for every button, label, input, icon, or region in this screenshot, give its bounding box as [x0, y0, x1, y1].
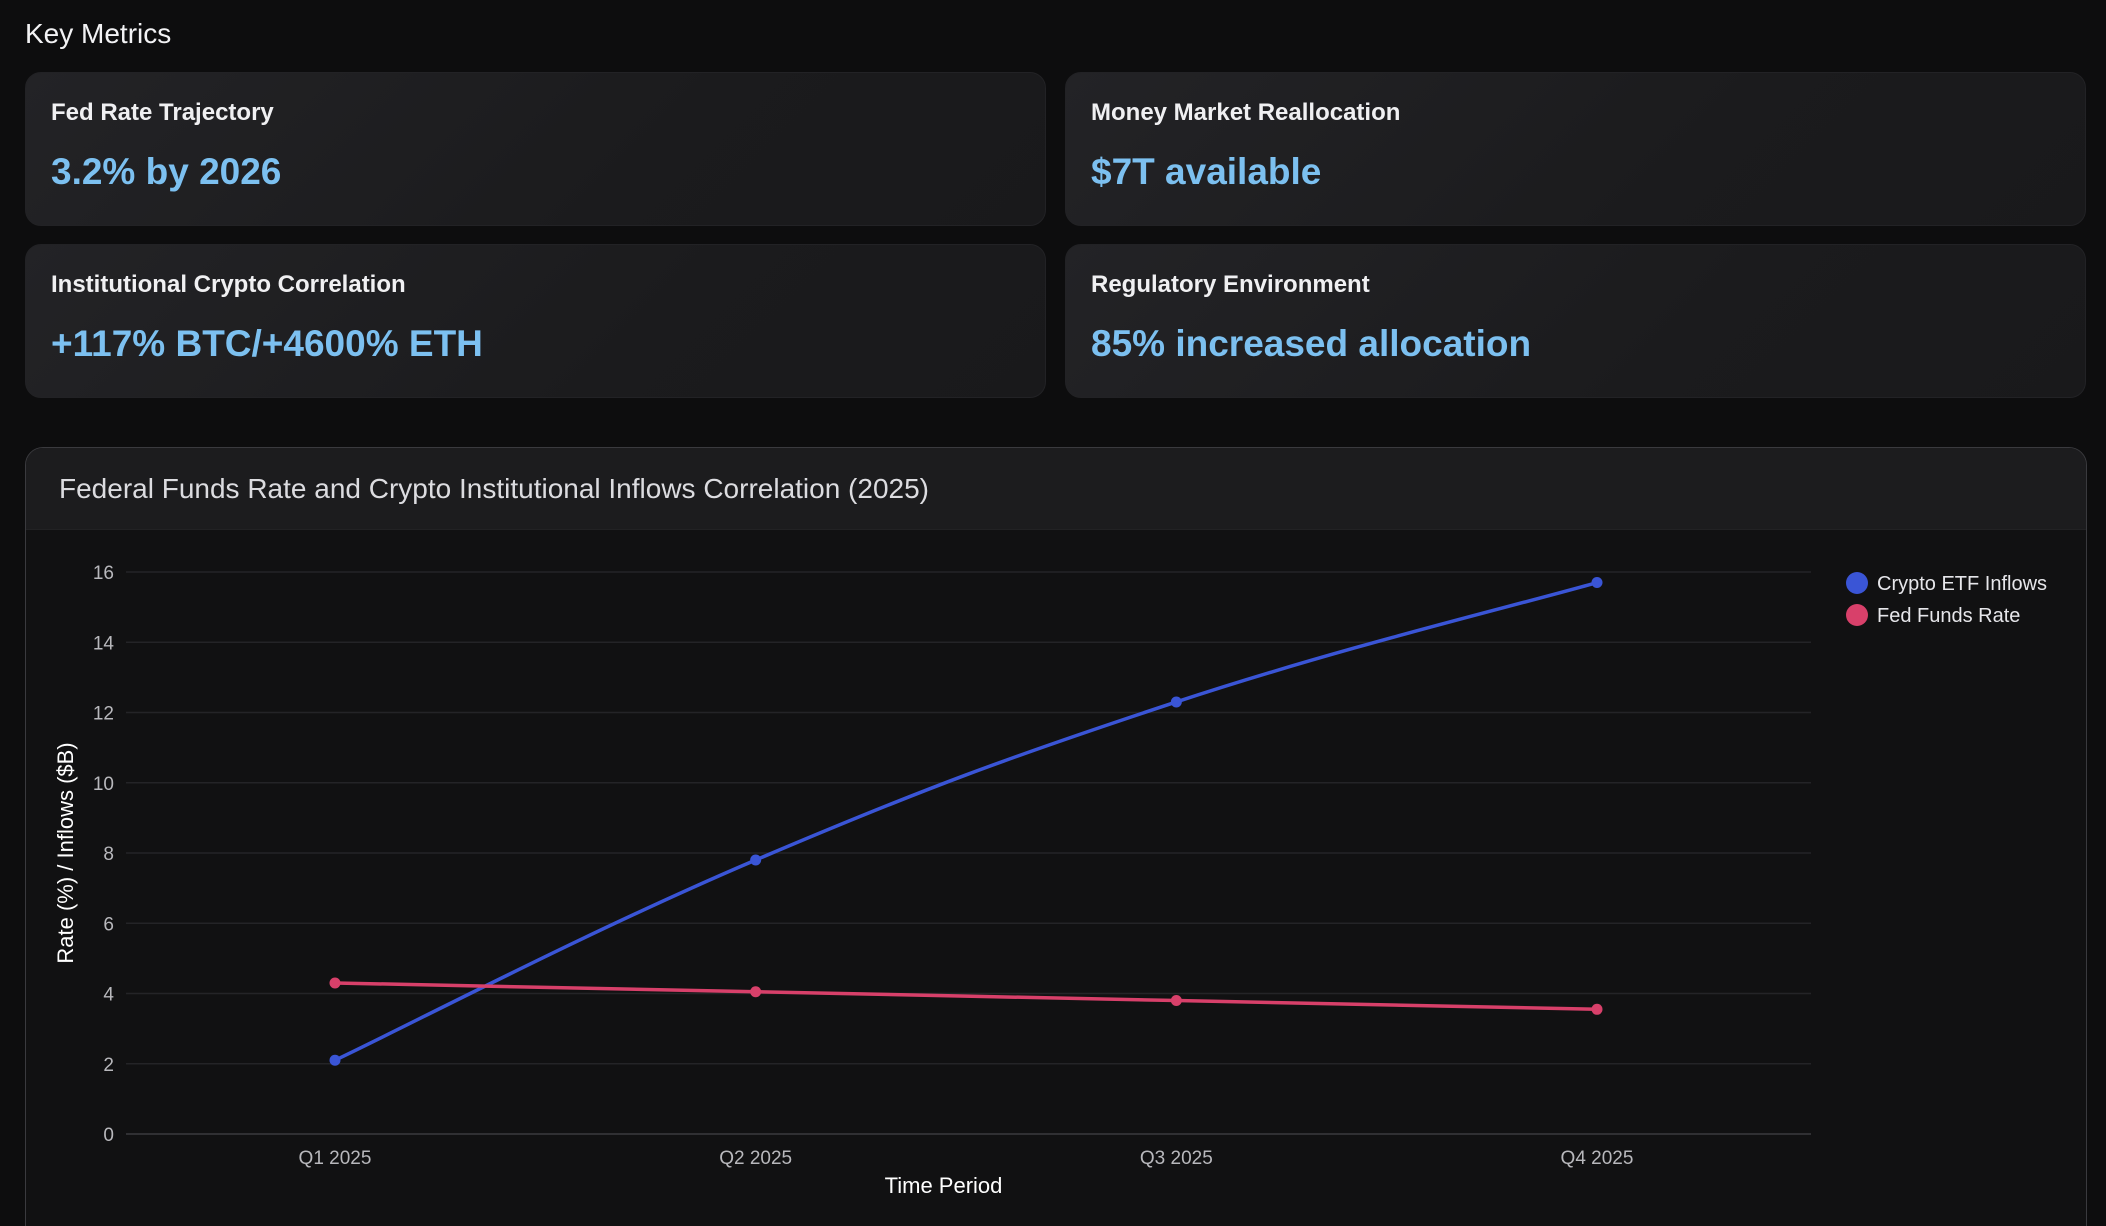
- metric-label: Regulatory Environment: [1091, 271, 1370, 298]
- y-tick-label: 8: [103, 844, 114, 865]
- metric-label: Money Market Reallocation: [1091, 99, 1401, 126]
- metric-card-fed-rate: Fed Rate Trajectory 3.2% by 2026: [25, 72, 1046, 226]
- y-tick-label: 4: [103, 985, 114, 1006]
- y-tick-label: 0: [103, 1125, 114, 1146]
- line-chart: 0 2 4 6 8 10 12 14 16 Q1 2025 Q2 2025 Q3 2025 Q4 202…: [53, 563, 2047, 1198]
- data-point: [1591, 577, 1603, 589]
- metric-value: 3.2% by 2026: [51, 151, 282, 192]
- legend-label: Crypto ETF Inflows: [1877, 573, 2047, 595]
- legend-swatch: [1846, 604, 1868, 626]
- y-tick-label: 2: [103, 1055, 114, 1076]
- x-tick-label: Q4 2025: [1561, 1148, 1634, 1169]
- metric-card-money-market: Money Market Reallocation $7T available: [1065, 72, 2086, 226]
- y-tick-label: 10: [93, 774, 114, 795]
- data-point: [329, 1054, 341, 1066]
- x-tick-label: Q1 2025: [299, 1148, 372, 1169]
- data-point: [1170, 696, 1182, 708]
- metric-value: 85% increased allocation: [1091, 323, 1532, 364]
- chart-card: Federal Funds Rate and Crypto Institutio…: [25, 447, 2087, 1226]
- y-tick-label: 16: [93, 563, 114, 584]
- metric-card-crypto-correlation: Institutional Crypto Correlation +117% B…: [25, 244, 1046, 398]
- metric-label: Fed Rate Trajectory: [51, 99, 274, 126]
- chart-header: Federal Funds Rate and Crypto Institutio…: [26, 448, 2086, 530]
- y-tick-label: 14: [93, 633, 115, 654]
- data-point: [1170, 995, 1182, 1007]
- x-axis-title: Time Period: [885, 1173, 1003, 1198]
- y-tick-label: 6: [103, 914, 114, 935]
- data-point: [1591, 1003, 1603, 1015]
- legend-swatch: [1846, 572, 1868, 594]
- x-tick-label: Q2 2025: [719, 1148, 792, 1169]
- data-point: [750, 986, 762, 998]
- legend-label: Fed Funds Rate: [1877, 605, 2020, 627]
- metric-value: +117% BTC/+4600% ETH: [51, 323, 483, 364]
- y-tick-label: 12: [93, 704, 114, 725]
- x-tick-label: Q3 2025: [1140, 1148, 1213, 1169]
- metric-label: Institutional Crypto Correlation: [51, 271, 406, 298]
- chart-title: Federal Funds Rate and Crypto Institutio…: [59, 473, 929, 504]
- series-line-1: [334, 981, 1598, 1012]
- section-title: Key Metrics: [25, 18, 172, 49]
- series-line-0: [334, 580, 1598, 1062]
- y-axis-title: Rate (%) / Inflows ($B): [53, 742, 78, 963]
- data-point: [329, 977, 341, 989]
- metric-value: $7T available: [1091, 151, 1322, 192]
- data-point: [750, 854, 762, 866]
- metric-card-regulatory: Regulatory Environment 85% increased all…: [1065, 244, 2086, 398]
